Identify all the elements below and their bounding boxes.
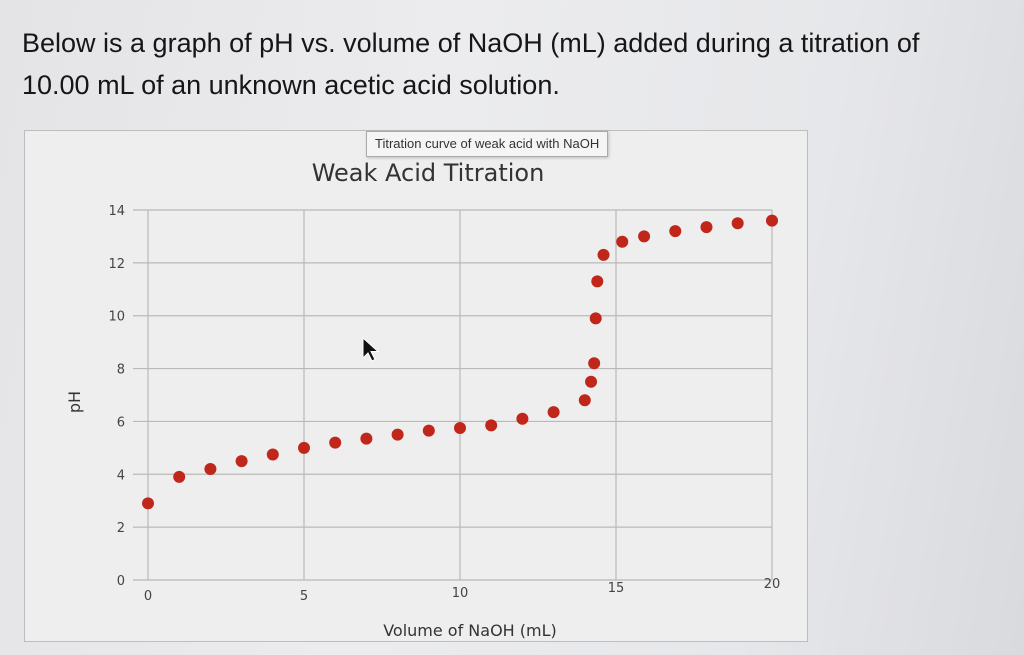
question-line-1: Below is a graph of pH vs. volume of NaO… [22,28,920,58]
data-point [731,217,744,230]
data-point [591,275,604,288]
y-tick-label: 4 [117,468,125,483]
x-tick-label: 10 [452,586,469,601]
x-tick-label: 20 [764,577,781,592]
data-point [516,412,529,425]
x-tick-label: 0 [144,589,152,604]
data-point [589,312,602,325]
data-point [266,448,279,461]
data-point [616,235,629,248]
data-point [454,422,466,435]
chart-tooltip: Titration curve of weak acid with NaOH [366,131,609,157]
data-points [142,214,778,510]
chart-title: Weak Acid Titration [312,159,545,187]
y-tick-label: 2 [117,521,125,536]
data-point [638,230,651,243]
y-tick-labels: 0 2 4 6 8 10 12 14 [108,204,125,589]
y-tick-label: 0 [117,574,125,589]
data-point [766,214,778,227]
y-tick-label: 10 [108,310,125,325]
data-point [669,225,682,238]
data-point [700,221,713,234]
data-point [597,248,610,261]
data-point [585,375,598,388]
y-axis-label: pH [65,391,84,413]
data-point [588,357,601,370]
data-point [485,419,498,432]
data-point [329,436,342,449]
y-tick-label: 6 [117,415,125,430]
y-tick-label: 12 [108,257,125,272]
y-tick-label: 8 [117,363,125,378]
data-point [360,432,373,445]
data-point [235,455,248,468]
data-point [204,463,217,475]
x-tick-label: 15 [608,581,625,596]
data-point [173,470,186,483]
chart-frame[interactable] [24,130,808,642]
data-point [547,406,560,419]
data-point [578,394,591,407]
data-point [391,428,404,441]
data-point [298,441,310,454]
question-text: Below is a graph of pH vs. volume of NaO… [22,22,919,106]
x-tick-label: 5 [300,589,308,604]
question-line-2: 10.00 mL of an unknown acetic acid solut… [22,70,560,100]
x-tick-labels: 0 5 10 15 20 [144,577,780,604]
gridlines [133,209,773,581]
x-axis-label: Volume of NaOH (mL) [383,621,557,640]
y-tick-label: 14 [108,204,125,219]
mouse-cursor-icon [362,336,380,362]
data-point [422,424,435,437]
data-point [142,497,154,510]
